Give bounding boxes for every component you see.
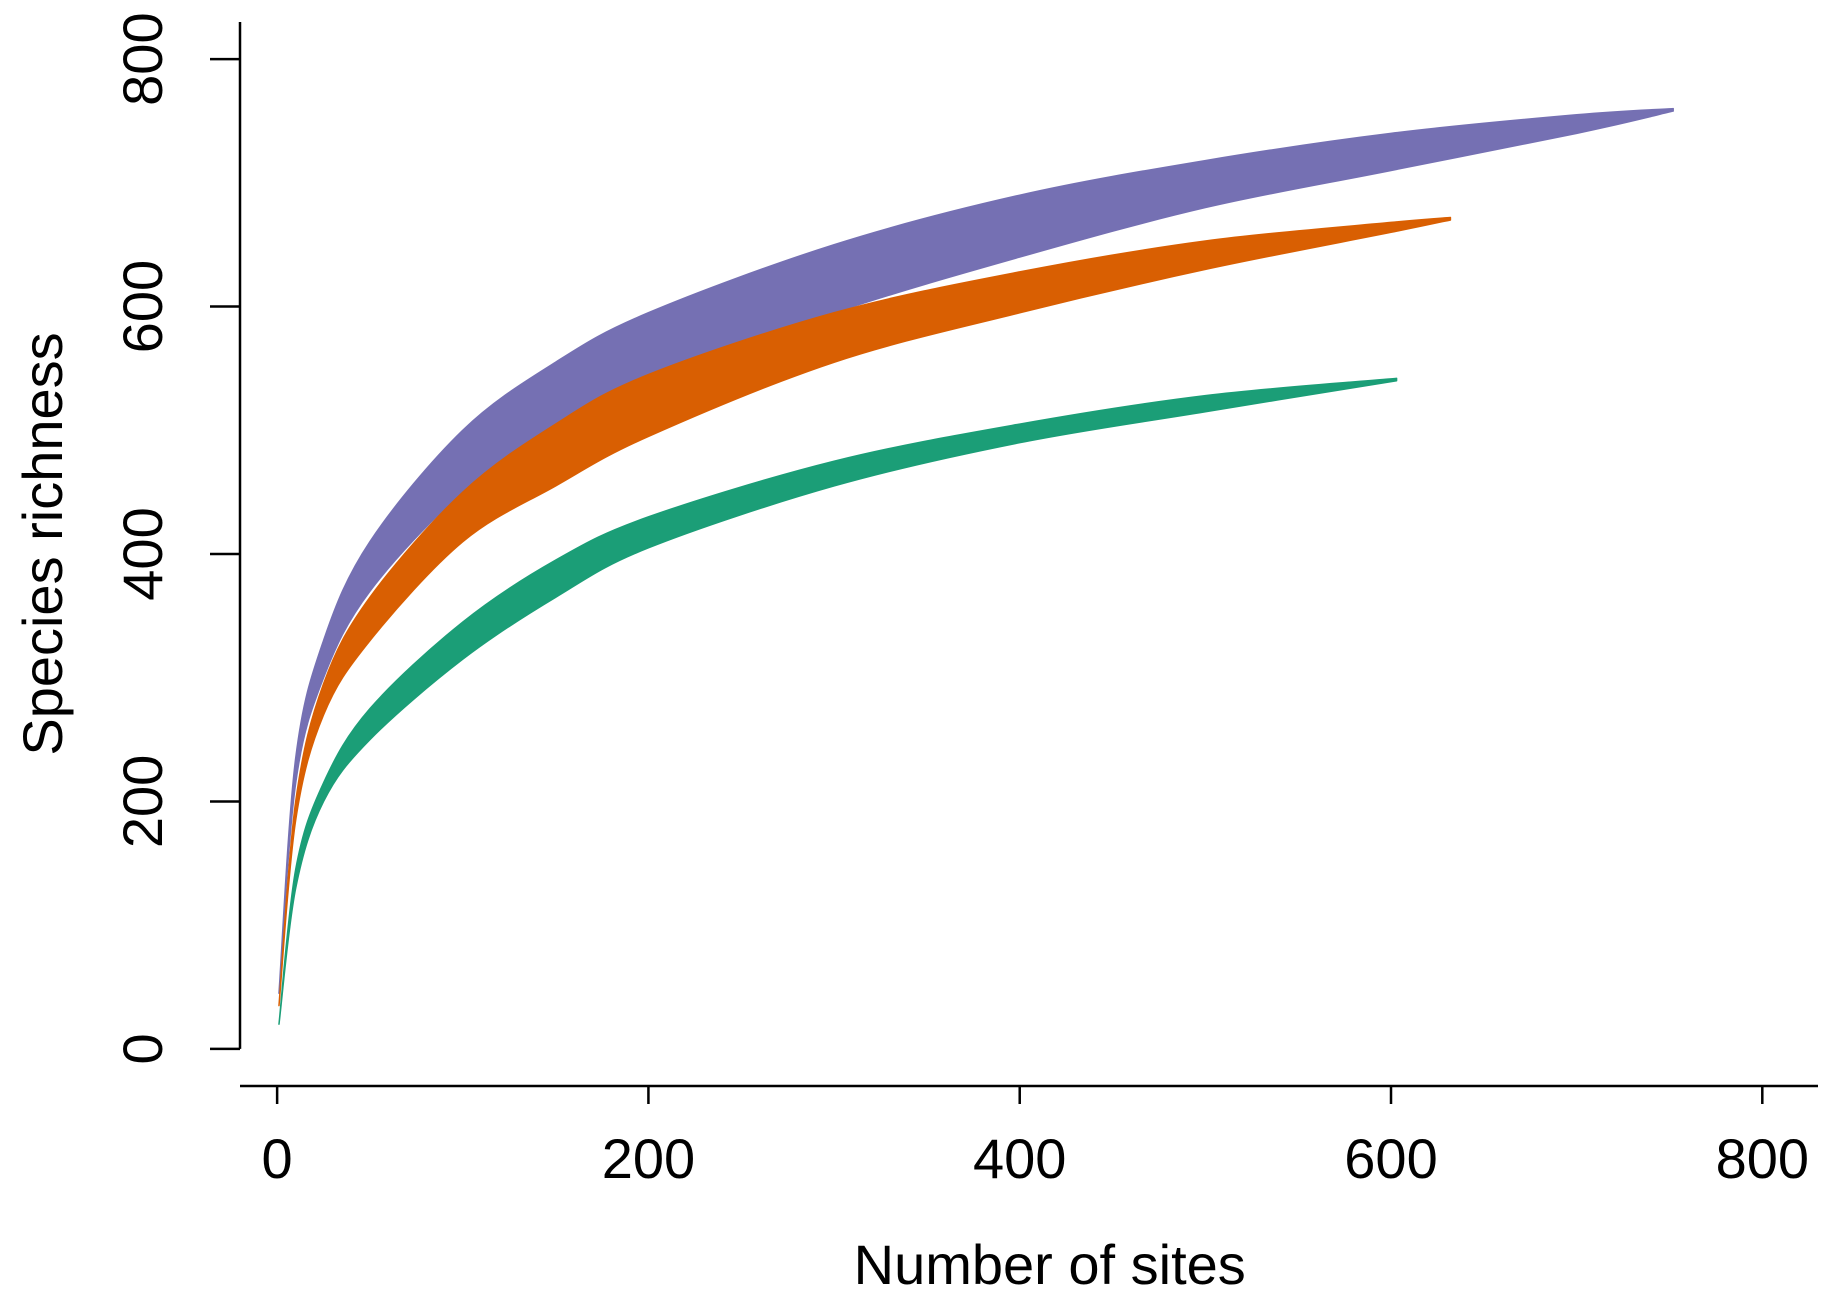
x-tick-label: 800 [1716,1127,1809,1190]
rarefaction-band-1 [278,107,1674,994]
y-tick-label: 400 [111,507,174,600]
rarefaction-band-3 [278,377,1398,1025]
x-tick-label: 400 [973,1127,1066,1190]
y-axis-ticks: 0 200 400 600 800 [111,12,240,1064]
rarefaction-band-2 [278,216,1452,1007]
x-tick-label: 0 [262,1127,293,1190]
y-tick-label: 600 [111,260,174,353]
y-axis-title: Species richness [11,332,74,755]
y-tick-label: 0 [111,1033,174,1064]
x-tick-label: 200 [602,1127,695,1190]
y-tick-label: 800 [111,12,174,105]
axes: 0 200 400 600 800 0 200 400 600 800 [111,12,1818,1190]
rarefaction-bands [278,107,1674,1025]
x-axis-title: Number of sites [854,1233,1246,1296]
y-tick-label: 200 [111,755,174,848]
x-tick-label: 600 [1344,1127,1437,1190]
x-axis-ticks: 0 200 400 600 800 [262,1086,1809,1190]
